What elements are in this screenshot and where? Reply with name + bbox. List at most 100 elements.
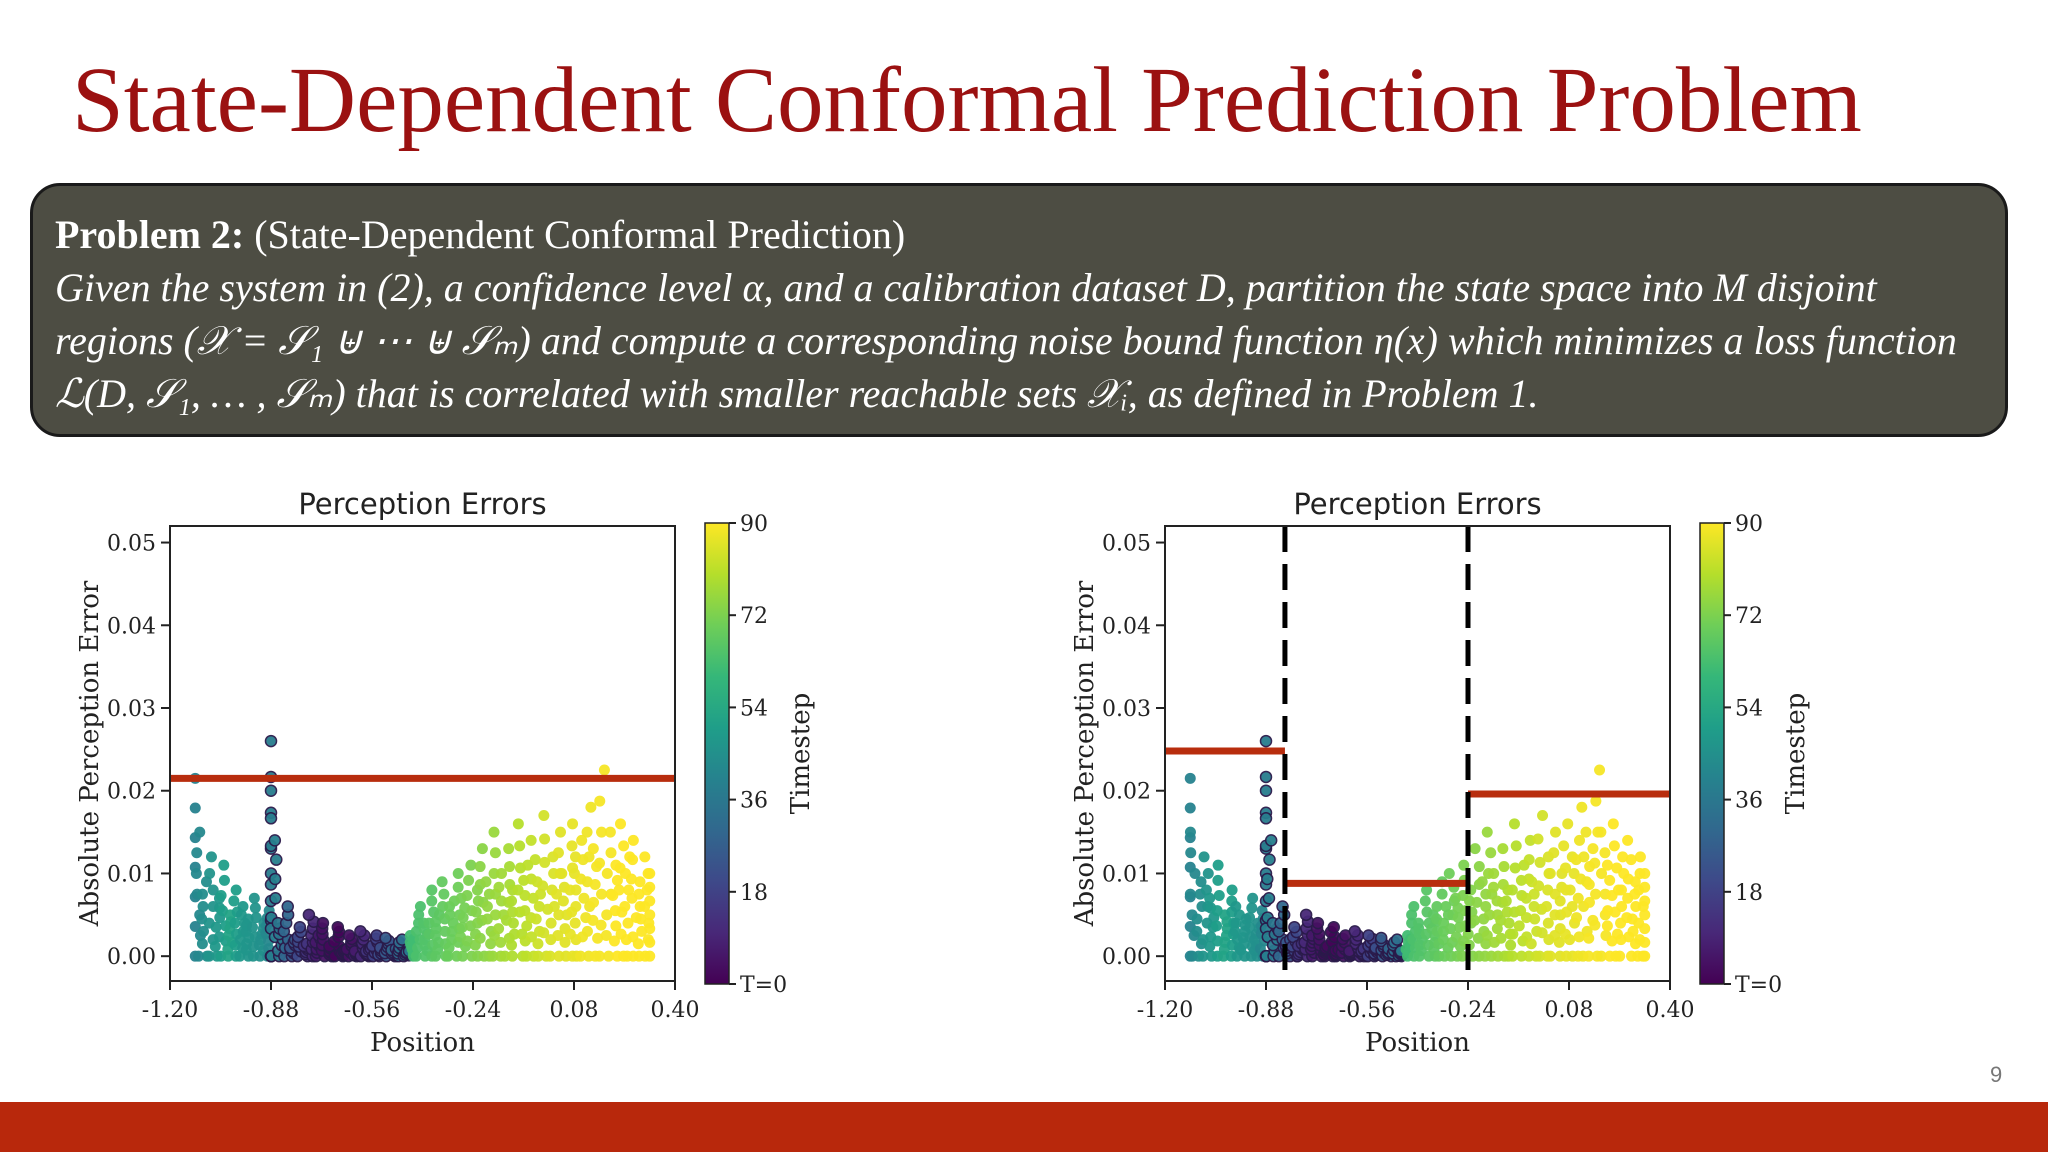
data-point — [1564, 934, 1576, 946]
data-point — [1374, 931, 1388, 945]
data-point — [1532, 833, 1544, 845]
data-point — [1362, 929, 1375, 942]
data-point — [1246, 902, 1258, 914]
colorbar-tick-label: 54 — [1735, 696, 1763, 721]
data-point — [1558, 840, 1570, 852]
data-point — [644, 936, 656, 948]
data-point — [1554, 895, 1566, 907]
y-tick-label: 0.03 — [1102, 697, 1151, 722]
chart-title: Perception Errors — [1293, 487, 1541, 521]
data-point — [1229, 925, 1241, 937]
data-point — [1587, 843, 1599, 855]
data-point — [1483, 909, 1495, 921]
data-point — [588, 896, 600, 908]
data-point — [436, 876, 448, 888]
data-point — [1509, 862, 1521, 874]
data-point — [1445, 923, 1457, 935]
data-point — [1226, 884, 1238, 896]
data-point — [1495, 932, 1507, 944]
colorbar — [704, 522, 730, 985]
data-point — [1533, 880, 1545, 892]
data-point — [196, 938, 208, 950]
data-point — [622, 917, 634, 929]
data-point — [594, 795, 606, 807]
data-point — [1259, 812, 1273, 825]
data-point — [603, 950, 615, 962]
data-point — [1247, 892, 1259, 904]
data-point — [229, 917, 241, 929]
data-point — [1184, 888, 1196, 900]
data-point — [331, 920, 345, 934]
data-point — [610, 920, 622, 932]
data-point — [264, 784, 278, 797]
data-point — [539, 856, 551, 868]
data-point — [506, 939, 518, 951]
data-point — [1574, 834, 1586, 846]
data-point — [197, 888, 209, 900]
data-point — [1259, 784, 1273, 797]
data-point — [587, 843, 599, 855]
data-point — [1184, 826, 1196, 838]
data-point — [264, 812, 278, 825]
data-point — [493, 881, 505, 893]
data-point — [493, 923, 505, 935]
data-point — [1503, 917, 1515, 929]
data-point — [1443, 867, 1455, 879]
data-point — [1508, 818, 1520, 830]
x-tick-label: -0.24 — [1440, 998, 1496, 1023]
data-point — [1513, 920, 1525, 932]
colorbar-tick-label: 36 — [740, 789, 768, 814]
data-point — [1212, 874, 1224, 886]
data-point — [1185, 847, 1197, 859]
data-point — [207, 884, 219, 896]
footer-bar — [0, 1102, 2048, 1152]
data-point — [1580, 826, 1592, 838]
data-point — [1327, 920, 1340, 934]
data-point — [1542, 917, 1554, 929]
data-point — [1497, 843, 1509, 855]
data-point — [1625, 854, 1637, 866]
data-point — [1212, 859, 1224, 871]
data-point — [1544, 950, 1556, 962]
data-point — [495, 936, 507, 948]
data-point — [1184, 772, 1196, 784]
colorbar-tick-label: 72 — [1735, 604, 1763, 629]
data-point — [457, 912, 469, 924]
data-point — [1436, 888, 1448, 900]
problem-line-3: ℒ(D, 𝒮₁, … , 𝒮ₘ) that is correlated with… — [55, 371, 1539, 416]
data-point — [634, 876, 646, 888]
data-point — [1599, 847, 1611, 859]
data-point — [1299, 908, 1313, 922]
data-point — [414, 901, 426, 913]
data-point — [537, 880, 549, 892]
x-tick-label: -0.56 — [344, 998, 400, 1023]
data-point — [457, 950, 469, 962]
data-point — [532, 938, 544, 950]
data-point — [552, 930, 564, 941]
data-point — [627, 834, 639, 846]
data-point — [1488, 867, 1500, 879]
data-point — [1452, 912, 1464, 924]
data-point — [1244, 912, 1256, 924]
data-point — [1615, 884, 1627, 896]
data-point — [316, 916, 330, 930]
data-point — [644, 867, 656, 879]
colorbar-tick-label: 90 — [1735, 512, 1763, 537]
data-point — [1390, 933, 1404, 946]
data-point — [1520, 912, 1532, 924]
data-point — [463, 874, 475, 886]
data-point — [613, 884, 625, 896]
data-point — [1566, 901, 1578, 913]
data-point — [570, 901, 582, 913]
data-point — [474, 861, 486, 873]
data-point — [623, 884, 635, 896]
data-point — [576, 834, 588, 846]
plot-frame — [169, 525, 676, 982]
data-point — [461, 890, 473, 902]
data-point — [452, 881, 464, 893]
data-point — [1481, 930, 1493, 941]
colorbar-tick-label: 18 — [740, 881, 768, 906]
data-point — [1550, 826, 1562, 838]
y-tick-label: 0.01 — [1102, 862, 1151, 887]
colorbar-tick-label: 18 — [1735, 881, 1763, 906]
